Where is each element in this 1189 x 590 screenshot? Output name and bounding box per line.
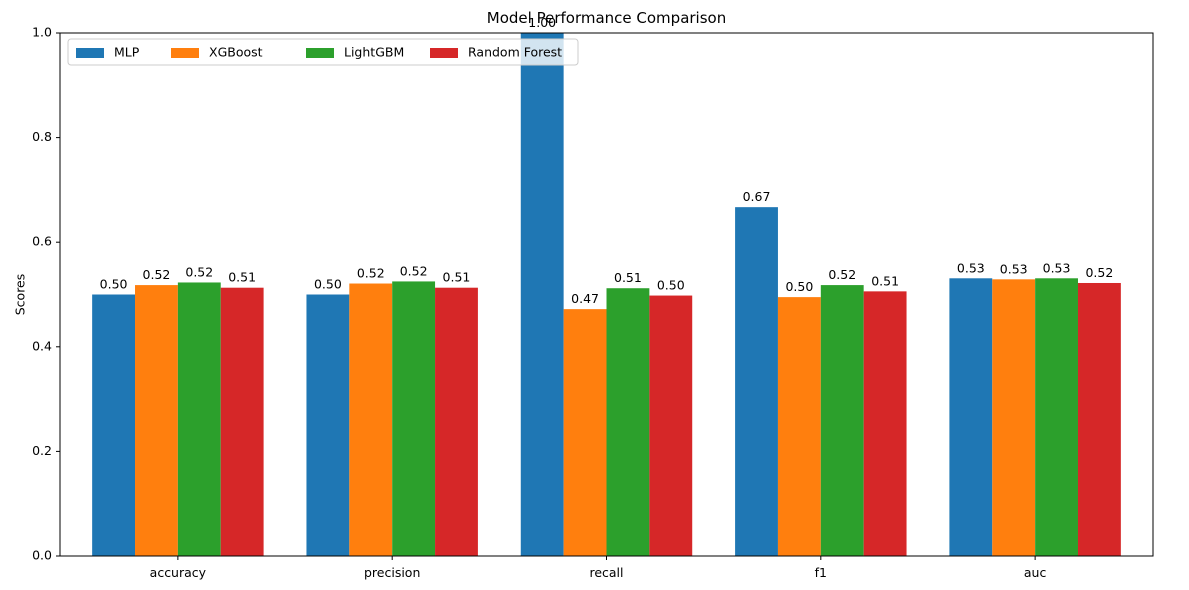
bars-layer <box>92 33 1121 556</box>
bar-value-label: 0.51 <box>871 273 899 288</box>
y-axis-title: Scores <box>13 274 28 316</box>
bar-value-label: 0.47 <box>571 291 599 306</box>
bar-value-label: 0.50 <box>657 278 685 293</box>
y-tick-label: 0.4 <box>32 338 52 353</box>
bar-value-label: 0.51 <box>614 270 642 285</box>
legend-swatch-mlp <box>76 48 104 58</box>
bar-lightgbm-precision <box>392 281 436 556</box>
bar-value-label: 0.52 <box>143 267 171 282</box>
bar-value-label: 0.52 <box>400 263 428 278</box>
legend-swatch-xgboost <box>171 48 199 58</box>
bar-lightgbm-accuracy <box>177 282 221 556</box>
bar-xgboost-precision <box>349 283 393 556</box>
x-tick-label-f1: f1 <box>815 565 827 580</box>
bar-random-forest-auc <box>1077 282 1121 556</box>
axes: 0.0 0.2 0.4 0.6 0.8 1.0 accuracy precision recal… <box>32 25 1154 580</box>
legend-label-random-forest: Random Forest <box>468 45 562 60</box>
y-tick-label: 0.8 <box>32 129 52 144</box>
bar-value-label: 0.52 <box>828 267 856 282</box>
bar-value-label: 0.50 <box>785 279 813 294</box>
bar-mlp-accuracy <box>92 294 136 556</box>
legend: MLP XGBoost LightGBM Random Forest <box>67 38 579 66</box>
bar-random-forest-precision <box>435 287 478 556</box>
chart-title: Model Performance Comparison <box>487 9 726 27</box>
bar-xgboost-accuracy <box>135 285 178 556</box>
bar-random-forest-accuracy <box>220 287 264 556</box>
legend-swatch-random-forest <box>430 48 458 58</box>
bar-value-label: 0.52 <box>357 266 385 281</box>
bar-value-label: 0.52 <box>1085 265 1113 280</box>
bar-lightgbm-recall <box>606 288 650 556</box>
bar-value-label: 0.51 <box>443 270 471 285</box>
bar-value-label: 0.67 <box>743 189 771 204</box>
bar-mlp-auc <box>949 278 993 556</box>
y-tick-label: 0.0 <box>32 548 52 563</box>
legend-label-xgboost: XGBoost <box>209 45 263 60</box>
bar-lightgbm-f1 <box>820 285 864 556</box>
bar-value-label: 1.00 <box>528 15 556 30</box>
bar-mlp-recall <box>520 33 564 556</box>
bar-value-label: 0.52 <box>185 264 213 279</box>
bar-mlp-f1 <box>735 207 778 556</box>
bar-value-label: 0.53 <box>1000 261 1028 276</box>
bar-value-label: 0.53 <box>957 260 985 275</box>
bar-random-forest-f1 <box>863 291 907 556</box>
bar-value-label: 0.53 <box>1043 260 1071 275</box>
legend-label-lightgbm: LightGBM <box>344 45 404 60</box>
bar-value-label: 0.50 <box>100 277 128 292</box>
bar-mlp-precision <box>306 294 350 556</box>
bar-value-label: 0.50 <box>314 277 342 292</box>
bar-xgboost-recall <box>563 309 607 556</box>
y-tick-label: 0.2 <box>32 443 52 458</box>
y-tick-label: 0.6 <box>32 234 52 249</box>
legend-label-mlp: MLP <box>114 45 140 60</box>
bar-xgboost-f1 <box>777 297 821 556</box>
legend-swatch-lightgbm <box>306 48 334 58</box>
bar-value-label: 0.51 <box>228 270 256 285</box>
x-tick-label-recall: recall <box>589 565 623 580</box>
bar-value-labels: 0.50 0.50 1.00 0.67 0.53 0.52 0.52 0.47 0.50 0.53… <box>100 15 1114 306</box>
bar-xgboost-auc <box>992 279 1036 556</box>
y-tick-label: 1.0 <box>32 25 52 40</box>
x-tick-label-auc: auc <box>1024 565 1047 580</box>
x-tick-label-accuracy: accuracy <box>150 565 207 580</box>
x-tick-label-precision: precision <box>364 565 420 580</box>
bar-random-forest-recall <box>649 295 693 556</box>
bar-lightgbm-auc <box>1035 278 1078 556</box>
